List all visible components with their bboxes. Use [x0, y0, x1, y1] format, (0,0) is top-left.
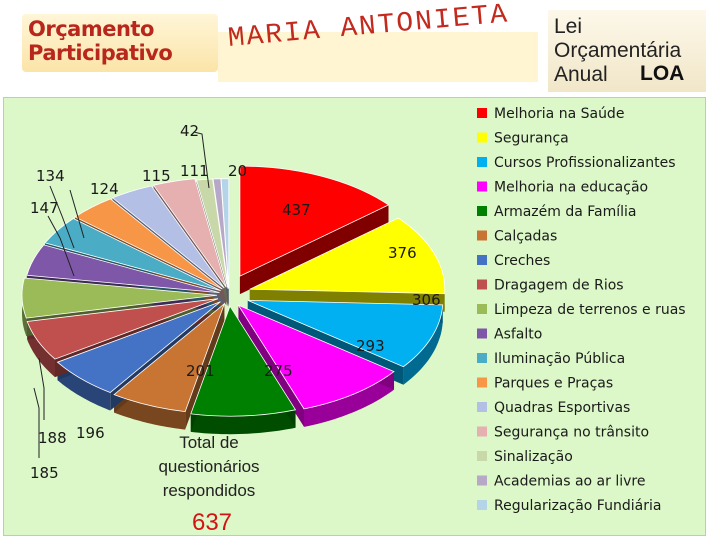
- legend-swatch-1: [477, 108, 487, 118]
- loa-badge: LOA: [640, 62, 685, 85]
- value-label-12: 124: [90, 180, 119, 198]
- value-label-2: 376: [388, 244, 417, 262]
- legend-swatch-13: [477, 402, 487, 412]
- legend-label-3: Cursos Profissionalizantes: [494, 155, 676, 171]
- value-label-9: 185: [30, 464, 59, 482]
- legend-swatch-3: [477, 157, 487, 167]
- pie-slice-17: [220, 178, 230, 289]
- legend-swatch-14: [477, 426, 487, 437]
- pie-slice-3: [247, 299, 444, 368]
- leader-line-9: [33, 387, 40, 458]
- legend-label-1: Melhoria na Saúde: [494, 106, 624, 122]
- legend-label-15: Sinalização: [494, 449, 573, 465]
- neighborhood-name: MARIA ANTONIETA: [226, 0, 511, 55]
- legend-label-11: Iluminação Pública: [494, 351, 625, 367]
- loa-line-3: Anual: [554, 63, 608, 86]
- legend-label-16: Academias ao ar livre: [494, 474, 645, 490]
- orcamento-participativo-logo: Orçamento Participativo: [22, 14, 218, 72]
- total-block: Total de questionários respondidos 637: [158, 433, 259, 536]
- legend-label-6: Calçadas: [494, 229, 557, 245]
- pie-slice-8: [26, 298, 219, 360]
- pie-slice-15: [195, 178, 229, 289]
- pie-slice-4: [237, 304, 395, 410]
- pie-slice-11: [44, 218, 221, 291]
- legend-label-9: Limpeza de terrenos e ruas: [494, 302, 686, 318]
- chart-panel: 437 376 306 293 275 201 196 188 185 147 134 124 115 1…: [3, 97, 706, 536]
- value-label-8: 188: [38, 429, 67, 447]
- total-label-line-3: respondidos: [163, 481, 256, 500]
- leader-line-15: [193, 131, 210, 189]
- value-label-10: 147: [30, 199, 59, 217]
- legend-swatch-7: [477, 255, 487, 265]
- legend-label-13: Quadras Esportivas: [494, 400, 630, 416]
- pie-slice-2: [249, 217, 446, 295]
- legend-swatch-17: [477, 500, 487, 510]
- pie-slice-6: [113, 302, 226, 413]
- loa-line-1: Lei: [554, 15, 583, 38]
- value-label-4: 293: [356, 337, 385, 355]
- legend-swatch-10: [477, 328, 487, 339]
- legend-swatch-4: [477, 181, 487, 192]
- legend-swatch-8: [477, 279, 487, 290]
- value-label-3: 306: [412, 291, 441, 309]
- legend-label-5: Armazém da Família: [494, 204, 637, 220]
- legend-swatch-6: [477, 230, 487, 241]
- legend-swatch-9: [477, 304, 487, 314]
- leader-line-8: [38, 357, 45, 420]
- legend-label-8: Dragagem de Rios: [494, 278, 624, 294]
- leader-line-12: [69, 189, 85, 239]
- value-label-6: 201: [186, 362, 215, 380]
- legend-swatch-5: [477, 206, 487, 216]
- value-label-16: 20: [228, 162, 247, 180]
- pie-slice-7: [56, 301, 221, 393]
- pie-slice-1: [239, 165, 390, 277]
- value-label-11: 134: [36, 167, 65, 185]
- pie-chart: 437 376 306 293 275 201 196 188 185 147 134 124 115 1…: [21, 106, 686, 536]
- loa-logo: Lei Orçamentária Anual LOA: [548, 10, 706, 92]
- neighborhood-banner: MARIA ANTONIETA: [218, 0, 538, 82]
- value-label-5: 275: [264, 362, 293, 380]
- pie-slice-9: [21, 277, 218, 319]
- leader-line-10: [47, 215, 75, 277]
- legend-label-12: Parques e Praças: [494, 376, 613, 392]
- value-label-14: 111: [180, 162, 209, 180]
- logo-line-1: Orçamento: [28, 17, 154, 41]
- total-label-line-2: questionários: [158, 457, 259, 476]
- legend-label-2: Segurança: [494, 131, 569, 147]
- pie-slice-14: [152, 178, 227, 288]
- legend-label-17: Regularização Fundiária: [494, 498, 661, 514]
- loa-line-2: Orçamentária: [554, 39, 682, 62]
- pie-slice-10: [26, 244, 220, 294]
- value-label-1: 437: [282, 201, 311, 219]
- logo-line-2: Participativo: [28, 41, 173, 65]
- chart-legend: Melhoria na Saúde Segurança Cursos Profiss…: [477, 106, 686, 514]
- header: Orçamento Participativo MARIA ANTONIETA …: [0, 0, 720, 97]
- legend-swatch-16: [477, 475, 487, 486]
- leader-line-11: [49, 185, 75, 249]
- value-label-7: 196: [76, 424, 105, 442]
- pie-slice-12: [74, 198, 223, 290]
- total-label-line-1: Total de: [179, 433, 239, 452]
- legend-swatch-12: [477, 377, 487, 388]
- legend-swatch-11: [477, 353, 487, 363]
- legend-swatch-15: [477, 451, 487, 461]
- legend-label-7: Creches: [494, 253, 550, 269]
- legend-label-14: Segurança no trânsito: [494, 425, 649, 441]
- legend-label-10: Asfalto: [494, 327, 542, 343]
- legend-label-4: Melhoria na educação: [494, 180, 648, 196]
- value-label-13: 115: [142, 167, 171, 185]
- pie-slice-5: [190, 305, 297, 417]
- value-label-15: 42: [180, 122, 199, 140]
- pie-slice-13: [111, 185, 225, 289]
- legend-swatch-2: [477, 132, 487, 143]
- total-value: 637: [192, 509, 232, 536]
